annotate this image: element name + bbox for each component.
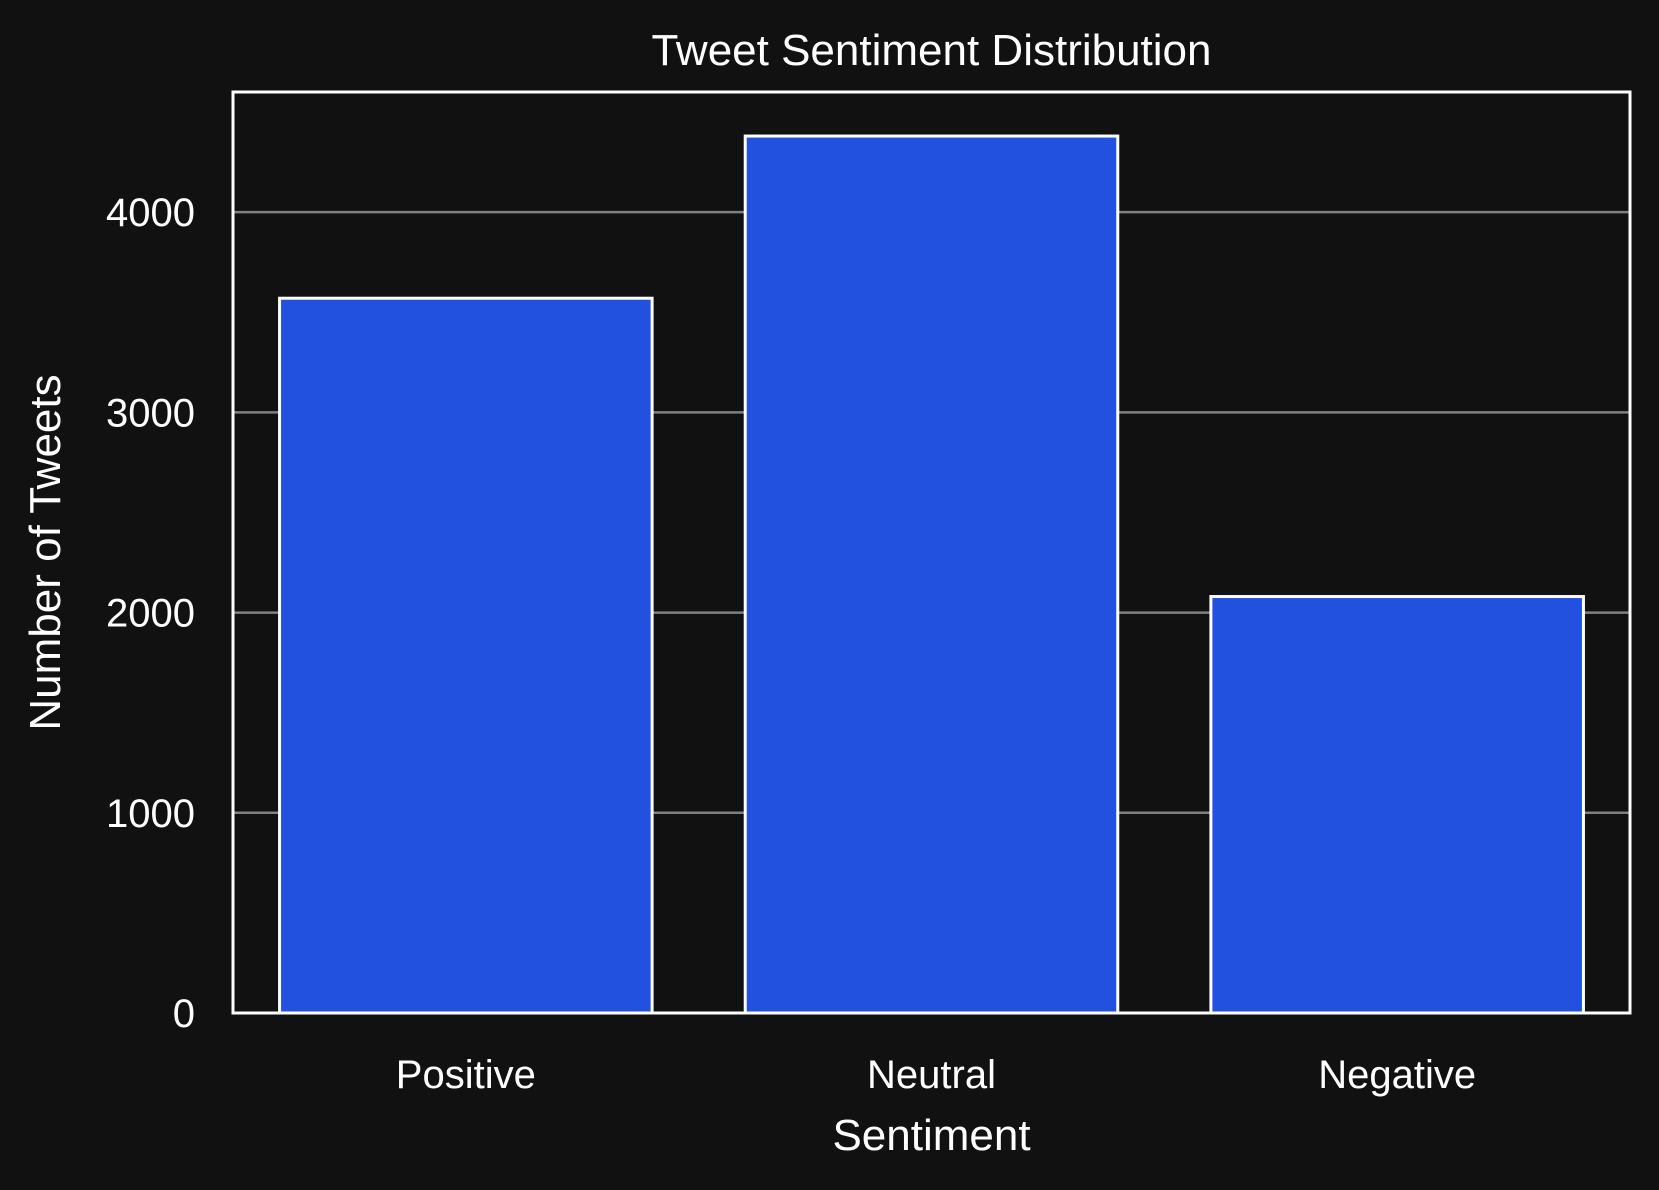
bar-negative [1209, 595, 1585, 1015]
x-tick-label: Positive [396, 1053, 536, 1097]
y-tick-label: 3000 [106, 391, 195, 435]
y-tick-label: 4000 [106, 191, 195, 235]
chart-title: Tweet Sentiment Distribution [651, 26, 1211, 75]
bars [278, 134, 1585, 1015]
plot-frame [231, 90, 1632, 1015]
y-tick-label: 1000 [106, 792, 195, 836]
y-axis-label: Number of Tweets [21, 374, 70, 730]
y-tick-label: 2000 [106, 592, 195, 636]
x-tick-label: Negative [1318, 1053, 1476, 1097]
x-tick-label: Neutral [867, 1053, 996, 1097]
y-tick-label: 0 [173, 992, 195, 1036]
bar-neutral [743, 134, 1120, 1015]
x-axis-label: Sentiment [832, 1111, 1030, 1160]
y-tick-labels: 0 1000 2000 3000 4000 [106, 191, 195, 1036]
bar-positive [278, 296, 654, 1015]
x-tick-labels: Positive Neutral Negative [396, 1053, 1476, 1097]
